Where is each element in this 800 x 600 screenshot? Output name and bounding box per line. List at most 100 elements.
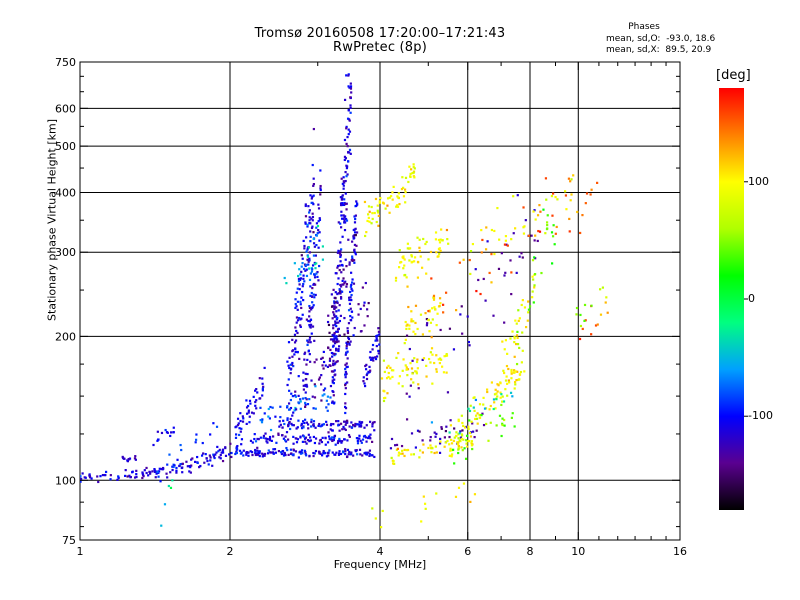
echo-point: [338, 450, 341, 453]
echo-point: [320, 454, 324, 457]
echo-point: [386, 197, 390, 200]
echo-point: [346, 340, 349, 344]
echo-point: [514, 383, 517, 386]
echo-point: [353, 251, 357, 254]
echo-point: [332, 340, 335, 343]
echo-point: [450, 455, 453, 458]
echo-point: [303, 437, 307, 440]
echo-point: [193, 460, 197, 464]
echo-point: [294, 394, 297, 397]
echo-point: [175, 471, 178, 474]
echo-point: [343, 155, 347, 158]
echo-point: [395, 205, 398, 208]
echo-point: [306, 403, 310, 406]
echo-point: [80, 480, 82, 483]
echo-point: [336, 316, 339, 320]
colorbar-tick-label: 0: [748, 292, 755, 305]
echo-point: [317, 203, 320, 206]
echo-point: [334, 272, 337, 275]
echo-point: [306, 343, 309, 347]
echo-point: [342, 176, 345, 179]
echo-point: [467, 340, 471, 344]
echo-point: [269, 451, 272, 454]
echo-point: [455, 309, 458, 312]
echo-point: [397, 192, 400, 195]
echo-point: [514, 319, 517, 322]
echo-point: [382, 359, 386, 362]
echo-point: [286, 406, 289, 409]
echo-point: [251, 453, 254, 457]
echo-point: [334, 297, 337, 300]
echo-point: [283, 453, 286, 456]
echo-point: [435, 354, 438, 357]
echo-point: [457, 486, 461, 489]
echo-point: [460, 446, 463, 449]
echo-point: [321, 394, 324, 397]
echo-point: [313, 273, 316, 277]
echo-point: [412, 320, 415, 323]
echo-point: [109, 478, 112, 481]
echo-point: [117, 476, 120, 479]
echo-point: [245, 453, 248, 456]
echo-point: [353, 215, 356, 218]
echo-point: [304, 391, 307, 394]
chart-subtitle: RwPretec (8p): [333, 40, 427, 55]
echo-point: [315, 234, 318, 237]
echo-point: [325, 455, 329, 458]
echo-point: [332, 324, 335, 327]
echo-point: [504, 339, 508, 342]
echo-point: [293, 353, 296, 356]
echo-point: [264, 437, 267, 440]
echo-point: [567, 177, 571, 180]
echo-point: [171, 465, 174, 468]
echo-point: [349, 307, 352, 310]
echo-point: [294, 302, 297, 306]
echo-point: [308, 310, 311, 313]
echo-point: [317, 450, 321, 453]
colorbar-tick-label: 100: [748, 174, 769, 188]
echo-point: [371, 348, 374, 351]
echo-point: [459, 430, 462, 433]
echo-point: [283, 276, 286, 280]
echo-point: [344, 420, 347, 423]
echo-point: [291, 453, 294, 456]
echo-point: [158, 467, 161, 470]
echo-point: [350, 426, 354, 429]
echo-point: [486, 388, 489, 391]
echo-point: [410, 168, 413, 171]
echo-point: [346, 448, 350, 452]
echo-point: [224, 454, 228, 457]
echo-point: [390, 195, 393, 198]
echo-point: [363, 200, 367, 204]
echo-point: [516, 194, 519, 197]
echo-point: [126, 459, 129, 462]
echo-point: [142, 475, 145, 478]
echo-point: [283, 439, 287, 442]
echo-point: [308, 216, 311, 219]
echo-point: [314, 449, 318, 453]
echo-point: [380, 526, 383, 529]
echo-point: [294, 437, 297, 440]
echo-point: [300, 317, 303, 320]
echo-point: [344, 179, 347, 183]
echo-point: [283, 422, 286, 426]
echo-point: [300, 270, 303, 273]
echo-point: [440, 426, 443, 429]
echo-point: [297, 316, 301, 320]
echo-point: [291, 355, 294, 358]
echo-point: [324, 364, 327, 367]
echo-point: [509, 391, 513, 394]
echo-point: [341, 235, 344, 238]
echo-point: [220, 451, 223, 454]
data-points: [80, 73, 609, 529]
phase-stats-o: mean, sd,O: -93.0, 18.6: [606, 34, 716, 44]
echo-point: [253, 437, 256, 441]
echo-point: [337, 277, 340, 280]
echo-point: [254, 448, 257, 452]
echo-point: [374, 197, 378, 201]
echo-point: [305, 250, 308, 253]
echo-point: [489, 404, 492, 408]
echo-point: [291, 424, 294, 427]
echo-point: [325, 420, 328, 423]
echo-point: [287, 364, 290, 367]
